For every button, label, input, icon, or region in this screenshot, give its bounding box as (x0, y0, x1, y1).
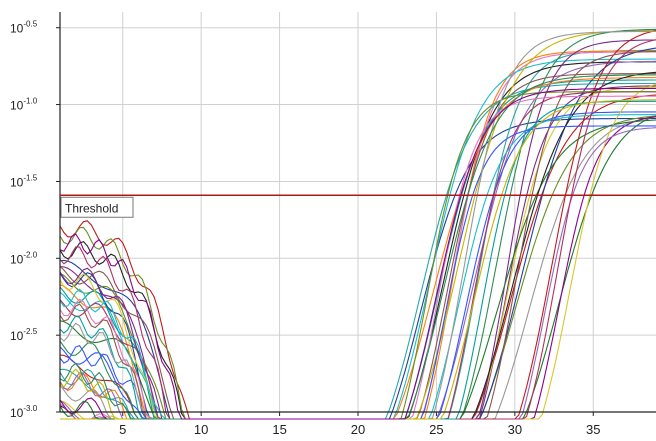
x-tick-label: 20 (351, 422, 365, 437)
y-tick-label: 10-2.5 (10, 327, 38, 343)
x-tick-label: 5 (119, 422, 126, 437)
y-tick-labels: 10-0.5 10-1.0 10-1.5 10-2.0 10-2.5 10-3.0 (10, 20, 60, 420)
amplification-curve (59, 87, 656, 420)
threshold: Threshold (60, 194, 656, 218)
y-tick-label: 10-1.5 (10, 173, 38, 189)
x-tick-label: 35 (586, 422, 600, 437)
x-tick-label: 15 (272, 422, 286, 437)
y-tick-label: 10-0.5 (10, 20, 38, 36)
y-tick-label: 10-3.0 (10, 404, 38, 420)
x-tick-label: 10 (194, 422, 208, 437)
y-tick-label: 10-1.0 (10, 97, 38, 113)
x-tick-label: 30 (508, 422, 522, 437)
x-tick-label: 25 (429, 422, 443, 437)
x-tick-labels: 5 10 15 20 25 30 35 (119, 412, 600, 437)
amplification-curves (59, 28, 656, 420)
y-tick-label: 10-2.0 (10, 250, 38, 266)
gridlines (60, 12, 656, 413)
threshold-label: Threshold (65, 201, 118, 215)
threshold-label-box (60, 196, 134, 218)
